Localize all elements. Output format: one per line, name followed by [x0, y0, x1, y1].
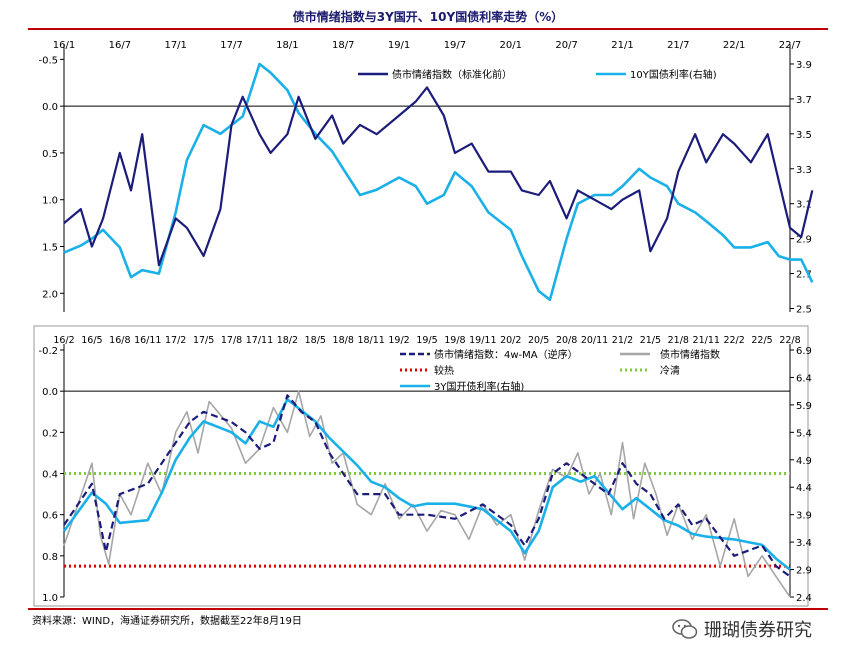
x-tick-label: 22/7	[779, 40, 801, 51]
y-right-tick-label: 3.3	[796, 165, 812, 176]
legend-label: 债市情绪指数	[660, 348, 720, 361]
y-left-tick-label: 0.8	[42, 552, 58, 563]
watermark-text: 珊瑚债券研究	[704, 620, 812, 641]
y-left-tick-label: 1.0	[42, 593, 58, 604]
y-right-tick-label: 3.4	[796, 538, 812, 549]
y-left-tick-label: -0.2	[38, 346, 58, 357]
y-left-tick-label: 2.0	[42, 289, 58, 300]
y-right-tick-label: 5.9	[796, 401, 812, 412]
x-tick-label: 19/7	[444, 40, 466, 51]
top-panel: 16/1 16/7 17/1 17/7 18/1 18/7 19/1 19/7 20/1 20/7…	[38, 40, 814, 316]
x-tick-label: 21/5	[640, 335, 661, 346]
y-right-tick-label: 2.9	[796, 566, 812, 577]
y-right-tick-label: 4.4	[796, 483, 812, 494]
x-tick-label: 20/1	[500, 40, 522, 51]
x-tick-label: 16/7	[109, 40, 131, 51]
x-tick-label: 19/11	[469, 335, 496, 346]
x-tick-label: 18/5	[305, 335, 326, 346]
source-note: 资料来源：WIND，海通证券研究所，数据截至22年8月19日	[32, 616, 302, 627]
series-line-navy	[63, 86, 814, 267]
x-tick-label: 20/8	[556, 335, 577, 346]
y-left-tick-label: 1.0	[42, 196, 58, 207]
x-tick-label: 17/7	[220, 40, 242, 51]
x-tick-label: 17/5	[193, 335, 214, 346]
x-tick-label: 19/1	[388, 40, 410, 51]
x-tick-label: 20/11	[581, 335, 608, 346]
y-left-tick-label: 0.0	[42, 102, 58, 113]
y-right-tick-label: 6.4	[796, 373, 812, 384]
x-tick-label: 16/1	[53, 40, 75, 51]
y-left-tick-label: 0.5	[42, 149, 58, 160]
x-tick-label: 17/1	[164, 40, 186, 51]
x-tick-label: 21/1	[611, 40, 633, 51]
wechat-icon	[672, 619, 698, 639]
y-right-tick-label: 3.1	[796, 200, 812, 211]
x-tick-label: 16/5	[81, 335, 102, 346]
legend-label: 10Y国债利率(右轴)	[630, 68, 717, 81]
x-tick-label: 17/8	[221, 335, 242, 346]
x-tick-label: 18/1	[276, 40, 298, 51]
y-right-tick-label: 2.4	[796, 593, 812, 604]
y-right-tick-label: 6.9	[796, 346, 812, 357]
bottom-rule	[28, 608, 828, 610]
y-left-tick-label: 0.0	[42, 387, 58, 398]
y-right-tick-label: 3.7	[796, 95, 812, 106]
legend-label: 债市情绪指数（标准化前）	[392, 68, 512, 81]
x-tick-label: 22/5	[751, 335, 772, 346]
watermark: 珊瑚债券研究	[672, 616, 812, 642]
x-tick-label: 21/8	[668, 335, 689, 346]
y-left-tick-label: 0.4	[42, 470, 58, 481]
x-tick-label: 16/2	[53, 335, 74, 346]
x-tick-label: 19/2	[388, 335, 409, 346]
legend-label: 较热	[434, 364, 454, 377]
y-right-tick-label: 2.7	[796, 270, 812, 281]
x-tick-label: 16/11	[134, 335, 161, 346]
legend-label: 3Y国开债利率(右轴)	[434, 380, 524, 393]
bottom-panel: 16/2 16/5 16/8 16/11 17/2 17/5 17/8 17/11 18/2 18…	[33, 325, 812, 607]
series-line-navy	[63, 394, 791, 578]
x-tick-label: 22/1	[723, 40, 745, 51]
y-left-tick-label: 0.2	[42, 428, 58, 439]
x-tick-label: 18/8	[333, 335, 354, 346]
series-line-light_blue	[62, 398, 791, 571]
y-left-tick-label: 1.5	[42, 243, 58, 254]
series-line-light_blue	[63, 62, 814, 302]
x-tick-label: 20/5	[528, 335, 549, 346]
x-tick-label: 20/7	[555, 40, 577, 51]
top-rule	[28, 28, 828, 30]
x-tick-label: 19/8	[444, 335, 465, 346]
y-right-tick-label: 3.5	[796, 130, 812, 141]
x-tick-label: 21/2	[612, 335, 633, 346]
legend-label: 债市情绪指数：4w-MA（逆序）	[434, 348, 578, 361]
x-tick-label: 18/2	[277, 335, 298, 346]
y-right-tick-label: 4.9	[796, 456, 812, 467]
y-left-tick-label: -0.5	[38, 55, 58, 66]
legend-label: 冷清	[660, 364, 680, 377]
y-right-tick-label: 2.9	[796, 235, 812, 246]
x-tick-label: 20/2	[500, 335, 521, 346]
bottom-frame	[33, 325, 809, 607]
x-tick-label: 19/5	[416, 335, 437, 346]
series-line-gray	[63, 390, 791, 598]
chart-title: 债市情绪指数与3Y国开、10Y国债利率走势（%）	[292, 10, 564, 24]
x-tick-label: 18/7	[332, 40, 354, 51]
x-tick-label: 18/11	[357, 335, 384, 346]
x-tick-label: 22/8	[779, 335, 800, 346]
y-right-tick-label: 3.9	[796, 60, 812, 71]
x-tick-label: 17/2	[165, 335, 186, 346]
y-right-tick-label: 2.5	[796, 305, 812, 316]
y-left-tick-label: 0.6	[42, 511, 58, 522]
x-tick-label: 16/8	[109, 335, 130, 346]
x-tick-label: 21/7	[667, 40, 689, 51]
x-tick-label: 21/11	[693, 335, 720, 346]
y-right-tick-label: 3.9	[796, 511, 812, 522]
x-tick-label: 17/11	[246, 335, 273, 346]
x-tick-label: 22/2	[723, 335, 744, 346]
y-right-tick-label: 5.4	[796, 428, 812, 439]
